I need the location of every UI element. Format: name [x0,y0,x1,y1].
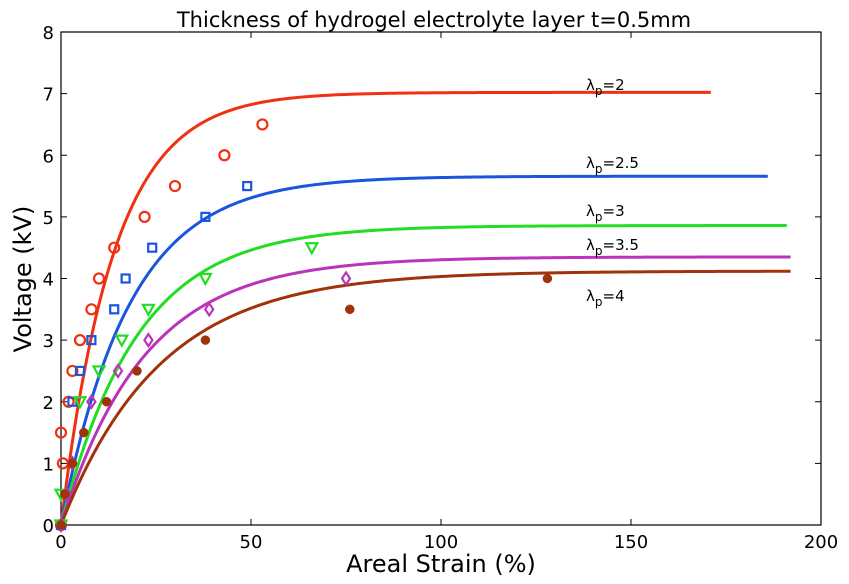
y-tick-label: 0 [43,516,54,537]
y-tick-label: 4 [43,270,54,291]
x-tick-label: 100 [424,532,458,553]
curve-p-2.5 [59,174,768,526]
dot-marker [56,520,66,530]
x-tick-label: 0 [55,532,66,553]
y-tick-label: 8 [43,23,54,44]
triangle-marker [304,242,320,256]
square-marker [242,180,253,192]
circle-marker [108,241,121,254]
circle-marker [168,179,182,193]
curve-p-3 [59,224,787,526]
circle-marker [54,426,68,439]
series-label: λp=2.5 [586,154,639,176]
model-curves [59,90,791,526]
triangle-marker [141,303,156,318]
triangle-marker [91,365,107,379]
y-tick-label: 6 [43,146,54,167]
dot-marker [345,304,355,315]
square-marker [86,335,97,346]
diamond-marker [203,301,215,318]
dot-marker [79,427,89,438]
dot-marker [101,397,112,407]
data-markers [53,118,553,533]
circle-marker [73,334,87,347]
diamond-marker [86,393,97,410]
curve-p-4 [59,269,791,526]
diamond-marker [112,362,124,379]
y-tick-label: 3 [43,331,54,352]
circle-marker [85,303,98,316]
series-labels: λp=2 λp=2.5 λp=3 λp=3.5 λp=4 [586,76,639,309]
square-marker [147,242,158,253]
y-tick-label: 1 [43,454,54,475]
y-tick-label: 5 [43,208,54,229]
circle-marker [218,149,231,162]
square-marker [74,365,86,377]
square-marker [120,273,131,284]
square-marker [200,211,211,222]
series-label: λp=2 [586,76,625,98]
diamond-marker [340,270,352,287]
series-label: λp=4 [586,287,625,309]
dot-marker [542,273,553,284]
chart-title: Thickness of hydrogel electrolyte layer … [176,8,691,32]
triangle-marker [198,272,213,287]
curve-p-3.5 [59,255,791,526]
curve-p-2 [59,90,711,526]
x-axis-label: Areal Strain (%) [346,550,536,578]
dot-marker [67,458,78,469]
circle-marker [256,118,269,131]
circle-marker [138,210,151,223]
y-axis-label: Voltage (kV) [9,206,37,353]
series-label: λp=3.5 [586,236,639,258]
x-tick-label: 200 [804,532,838,553]
axes-frame [60,31,822,526]
triangle-marker [114,334,130,348]
axis-ticks: 0 50 100 150 200 0 1 2 3 4 5 6 7 8 [43,23,839,553]
dot-marker [132,366,142,376]
x-tick-label: 150 [614,532,648,553]
diamond-marker [143,332,154,349]
dot-marker [200,335,211,345]
triangle-marker [72,396,88,410]
y-tick-label: 2 [43,393,54,414]
square-marker [109,304,120,315]
plot-area [60,31,822,526]
dot-marker [60,489,70,499]
x-tick-label: 50 [240,532,263,553]
circle-marker [66,364,79,378]
circle-marker [92,272,106,285]
series-label: λp=3 [586,202,625,224]
y-tick-label: 7 [43,85,54,106]
